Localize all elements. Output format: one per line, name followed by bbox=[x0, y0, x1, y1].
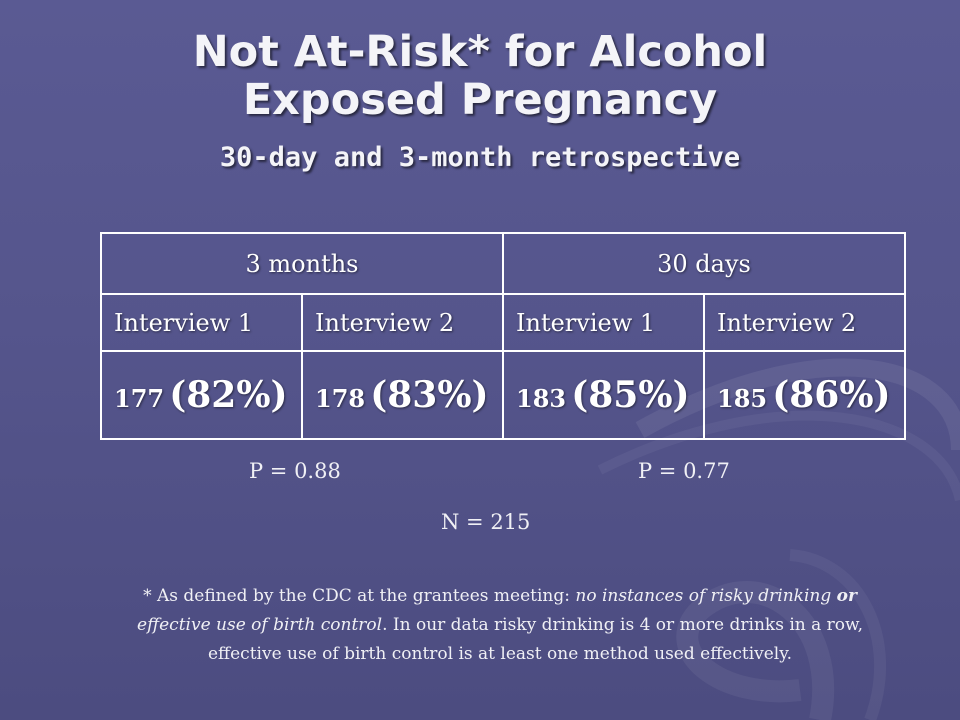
value-cell: 185 (86%) bbox=[703, 350, 906, 440]
period-header-3-months: 3 months bbox=[100, 232, 504, 295]
value-cell: 177 (82%) bbox=[100, 350, 303, 440]
interview-header-cell: Interview 1 bbox=[100, 293, 303, 352]
footnote-text: . In our data risky drinking is 4 or mor… bbox=[207, 615, 863, 664]
value-count: 177 bbox=[114, 384, 165, 413]
slide-subtitle: 30-day and 3-month retrospective bbox=[219, 142, 741, 173]
value-percent: (86%) bbox=[772, 374, 891, 416]
title-line-1: Not At-Risk* for Alcohol bbox=[192, 27, 768, 77]
value-cell: 178 (83%) bbox=[301, 350, 504, 440]
value-count: 178 bbox=[315, 384, 366, 413]
footnote: * As defined by the CDC at the grantees … bbox=[110, 582, 890, 669]
value-percent: (82%) bbox=[169, 374, 288, 416]
interview-header-cell: Interview 2 bbox=[703, 293, 906, 352]
interview-header-cell: Interview 2 bbox=[301, 293, 504, 352]
period-header-30-days: 30 days bbox=[502, 232, 906, 295]
values-row: 177 (82%) 178 (83%) 183 (85%) 185 (86%) bbox=[100, 350, 906, 440]
footnote-text: * As defined by the CDC at the grantees … bbox=[143, 586, 576, 606]
footnote-italic-risky-drinking: no instances of risky drinking bbox=[575, 586, 837, 606]
p-value-30-days: P = 0.77 bbox=[638, 459, 730, 483]
value-cell: 183 (85%) bbox=[502, 350, 705, 440]
value-percent: (83%) bbox=[370, 374, 489, 416]
results-table: 3 months 30 days Interview 1 Interview 2… bbox=[100, 232, 906, 440]
interview-header-cell: Interview 1 bbox=[502, 293, 705, 352]
period-header-row: 3 months 30 days bbox=[100, 232, 906, 295]
footnote-italic-birth-control: effective use of birth control bbox=[137, 615, 383, 635]
value-count: 185 bbox=[717, 384, 768, 413]
interview-header-row: Interview 1 Interview 2 Interview 1 Inte… bbox=[100, 293, 906, 352]
p-value-3-months: P = 0.88 bbox=[249, 459, 341, 483]
footnote-bold-or: or bbox=[836, 586, 857, 606]
slide-title: Not At-Risk* for Alcohol Exposed Pregnan… bbox=[0, 28, 960, 124]
title-line-2: Exposed Pregnancy bbox=[242, 75, 718, 125]
sample-size: N = 215 bbox=[441, 510, 531, 534]
value-count: 183 bbox=[516, 384, 567, 413]
value-percent: (85%) bbox=[571, 374, 690, 416]
